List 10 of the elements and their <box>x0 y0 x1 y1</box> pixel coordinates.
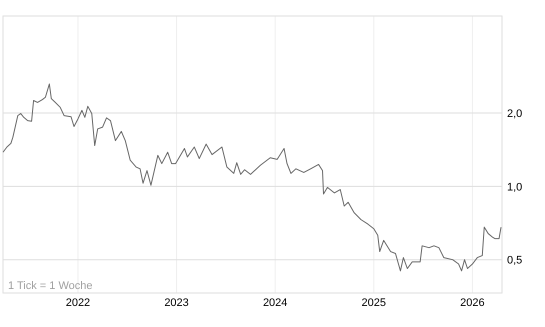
y-tick-label: 0,5 <box>507 254 522 267</box>
x-tick-label: 2026 <box>460 297 485 309</box>
line-series <box>2 83 502 272</box>
x-tick-label: 2022 <box>66 297 90 309</box>
x-tick-label: 2025 <box>362 297 386 309</box>
x-tick-label: 2024 <box>262 297 288 309</box>
y-tick-label: 2,0 <box>507 108 522 120</box>
annotation: 1 Tick = 1 Woche <box>8 280 92 292</box>
x-tick-label: 2023 <box>164 297 189 309</box>
y-tick-label: 1,0 <box>507 181 522 194</box>
